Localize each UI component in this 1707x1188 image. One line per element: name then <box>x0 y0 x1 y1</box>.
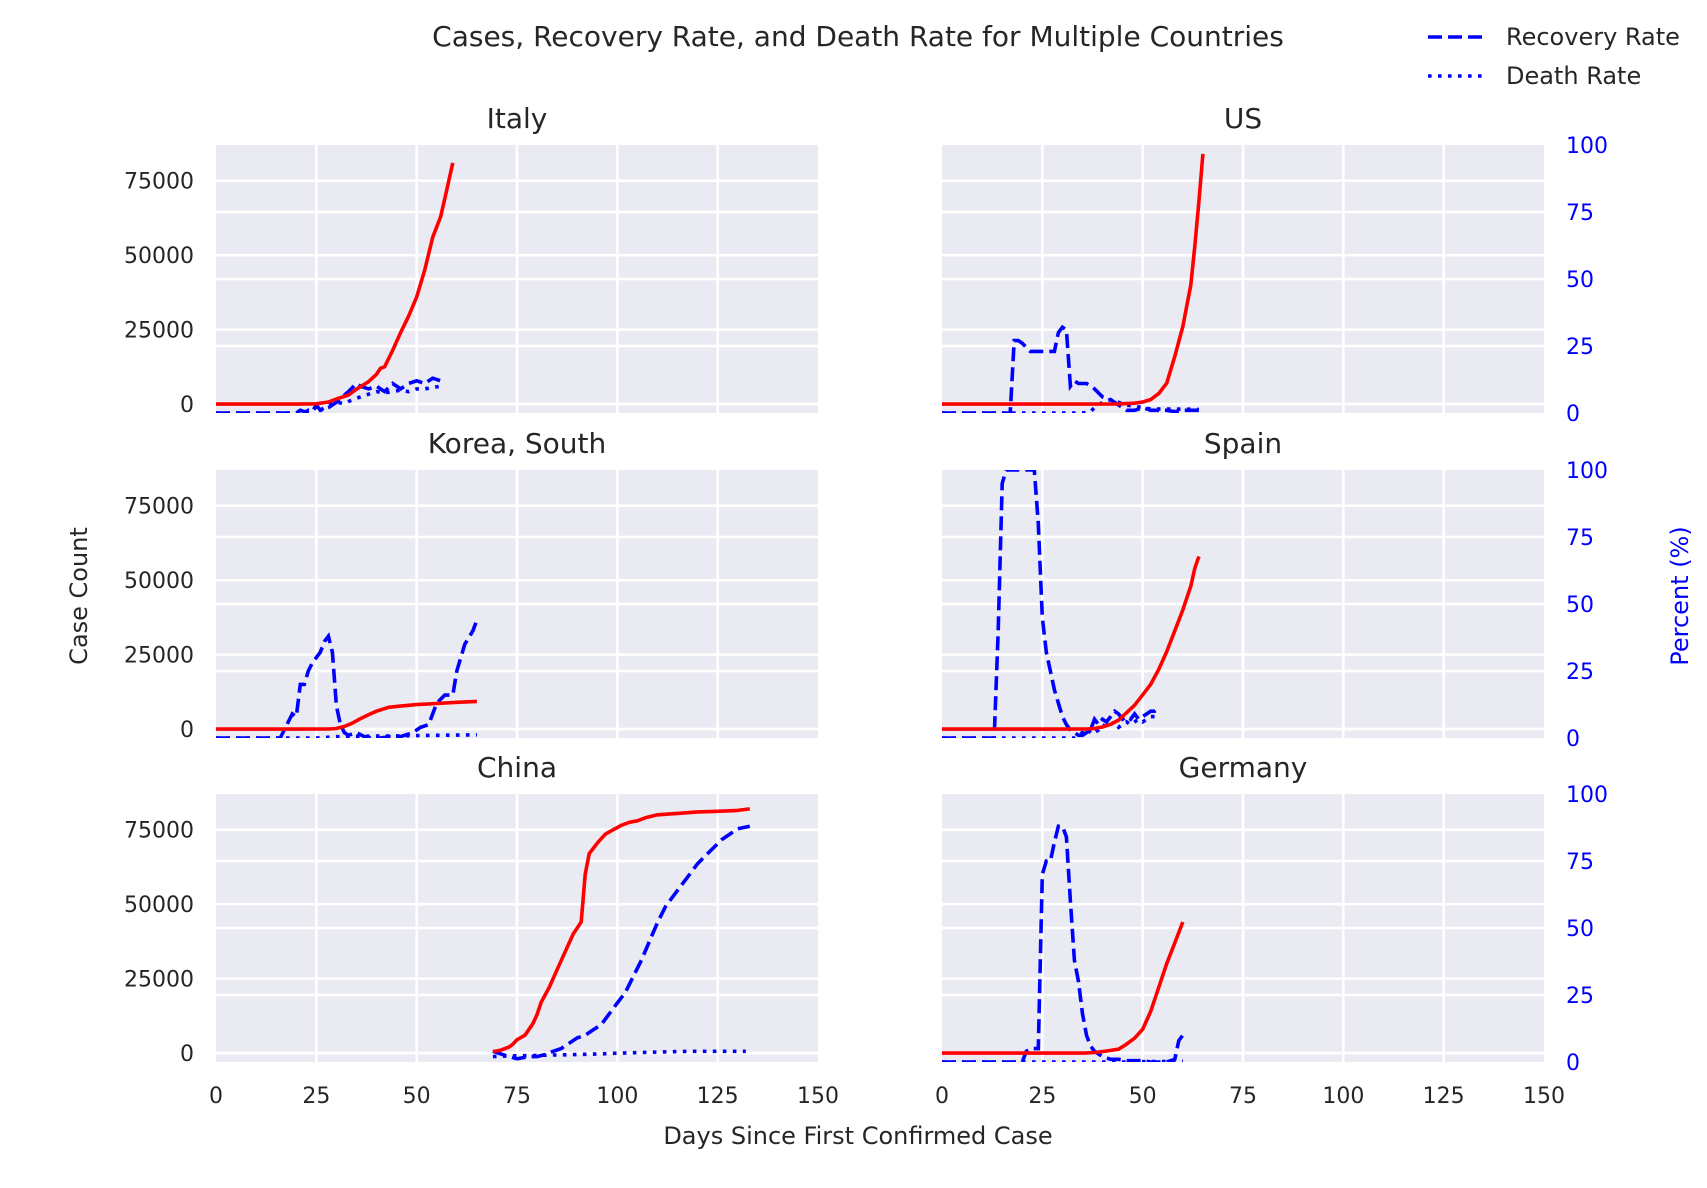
recovery-rate-line <box>942 470 1160 738</box>
y-tick-label: 50000 <box>124 569 194 594</box>
x-tick-label: 125 <box>697 1084 739 1109</box>
x-tick-label: 50 <box>403 1084 431 1109</box>
x-tick-label: 25 <box>1028 1084 1056 1109</box>
panel-title: US <box>1224 102 1262 135</box>
recovery-rate-line <box>942 324 1199 413</box>
legend-recovery-label: Recovery Rate <box>1506 23 1680 51</box>
x-tick-label: 0 <box>935 1084 949 1109</box>
case-count-line <box>942 921 1185 1055</box>
y-right-tick-label: 100 <box>1566 783 1608 808</box>
x-tick-label: 75 <box>503 1084 531 1109</box>
panel-spain: Spain 0 25 50 75 100 <box>942 427 1608 752</box>
y-right-tick-label: 75 <box>1566 526 1594 551</box>
y-right-tick-label: 100 <box>1566 459 1608 484</box>
death-rate-line <box>492 1049 746 1059</box>
y-tick-label: 50000 <box>124 893 194 918</box>
y-right-tick-label: 0 <box>1566 402 1580 427</box>
x-tick-label: 75 <box>1229 1084 1257 1109</box>
y-right-tick-label: 50 <box>1566 268 1594 293</box>
y-right-tick-label: 75 <box>1566 201 1594 226</box>
recovery-rate-line <box>216 619 479 738</box>
y-tick-label: 25000 <box>124 319 194 344</box>
y-tick-label: 75000 <box>124 819 194 844</box>
x-tick-label: 100 <box>596 1084 638 1109</box>
panel-title: Italy <box>487 102 548 135</box>
case-count-line <box>492 807 751 1054</box>
y-tick-label: 25000 <box>124 644 194 669</box>
y-right-tick-label: 75 <box>1566 850 1594 875</box>
y-tick-label: 75000 <box>124 495 194 520</box>
y-right-tick-label: 0 <box>1566 727 1580 752</box>
y-right-tick-label: 25 <box>1566 660 1594 685</box>
panel-title: Spain <box>1204 427 1282 460</box>
x-axis-label: Days Since First Confirmed Case <box>663 1122 1052 1150</box>
death-rate-line <box>216 384 441 413</box>
y-axis-label-left: Case Count <box>65 527 93 665</box>
y-right-tick-label: 100 <box>1566 134 1608 159</box>
panel-china: China 0 25000 50000 75000 0 25 50 75 100 125 150 <box>124 751 839 1109</box>
panel-germany: Germany 0 25 50 75 100 0 25 50 75 100 125 150 <box>935 751 1608 1109</box>
y-tick-label: 0 <box>180 718 194 743</box>
legend: Recovery Rate Death Rate <box>1428 23 1680 90</box>
y-tick-label: 50000 <box>124 244 194 269</box>
legend-death-label: Death Rate <box>1506 62 1641 90</box>
panel-title: Germany <box>1179 751 1308 784</box>
y-tick-label: 75000 <box>124 170 194 195</box>
panel-us: US 0 25 50 75 100 <box>942 102 1608 427</box>
panels: Italy0250005000075000US0255075100Korea, … <box>124 102 1608 1109</box>
panel-italy: Italy 0 25000 50000 75000 <box>124 102 818 418</box>
y-right-tick-label: 25 <box>1566 984 1594 1009</box>
y-right-tick-label: 50 <box>1566 593 1594 618</box>
chart-title: Cases, Recovery Rate, and Death Rate for… <box>432 20 1284 53</box>
y-right-tick-label: 25 <box>1566 335 1594 360</box>
x-tick-label: 150 <box>1523 1084 1565 1109</box>
death-rate-line <box>216 733 477 738</box>
panel-korea-south: Korea, South 0 25000 50000 75000 <box>124 427 818 743</box>
x-tick-label: 0 <box>209 1084 223 1109</box>
x-tick-label: 50 <box>1129 1084 1157 1109</box>
x-tick-label: 150 <box>797 1084 839 1109</box>
panel-title: Korea, South <box>428 427 607 460</box>
y-tick-label: 0 <box>180 1042 194 1067</box>
panel-title: China <box>477 751 557 784</box>
x-tick-label: 125 <box>1423 1084 1465 1109</box>
x-tick-label: 25 <box>302 1084 330 1109</box>
recovery-rate-line <box>942 824 1185 1062</box>
death-rate-line <box>942 714 1159 738</box>
case-count-line <box>216 699 477 731</box>
y-tick-label: 25000 <box>124 968 194 993</box>
case-count-line <box>216 162 455 406</box>
case-count-line <box>942 153 1205 406</box>
y-right-tick-label: 0 <box>1566 1051 1580 1076</box>
case-count-line <box>942 555 1201 731</box>
death-rate-line <box>942 1059 1183 1062</box>
y-right-tick-label: 50 <box>1566 917 1594 942</box>
y-tick-label: 0 <box>180 393 194 418</box>
y-axis-label-right: Percent (%) <box>1666 526 1694 665</box>
x-tick-label: 100 <box>1322 1084 1364 1109</box>
death-rate-line <box>942 397 1199 413</box>
